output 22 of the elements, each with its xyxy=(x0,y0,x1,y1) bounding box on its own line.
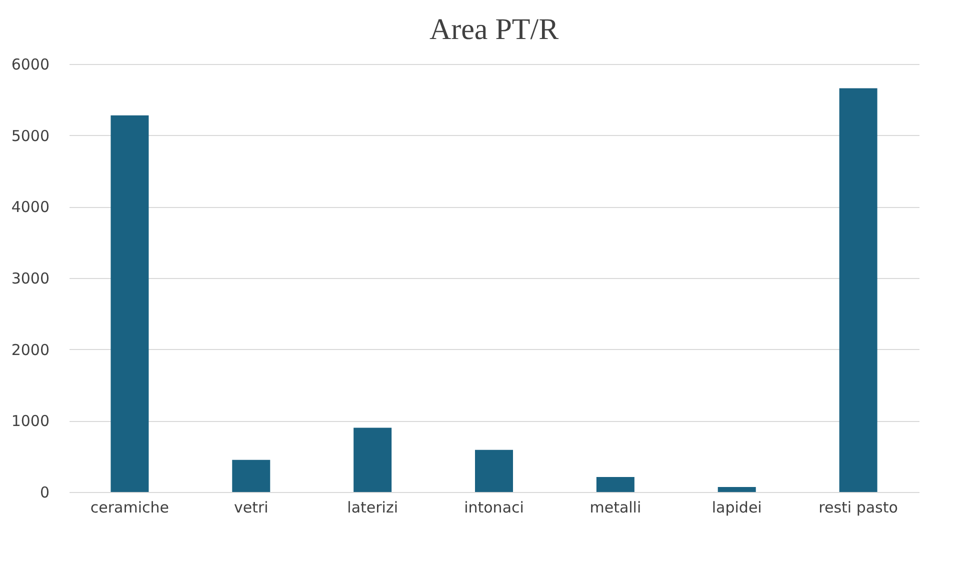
x-tick-label: vetri xyxy=(234,498,268,516)
x-tick-label: ceramiche xyxy=(90,498,170,516)
bar xyxy=(232,460,270,492)
y-tick-label: 3000 xyxy=(11,270,50,288)
x-tick-label: metalli xyxy=(590,498,642,516)
bar xyxy=(354,428,392,492)
bar xyxy=(596,477,634,492)
y-tick-label: 2000 xyxy=(11,340,50,359)
y-tick-label: 5000 xyxy=(11,126,50,145)
y-tick-label: 6000 xyxy=(11,56,50,74)
x-tick-label: intonaci xyxy=(464,498,524,516)
bar xyxy=(475,450,513,492)
bar xyxy=(110,115,149,492)
x-tick-label: laterizi xyxy=(347,498,398,516)
x-tick-label: resti pasto xyxy=(818,498,898,516)
y-tick-label: 1000 xyxy=(11,412,50,430)
x-tick-label: lapidei xyxy=(712,498,762,516)
y-tick-label: 0 xyxy=(40,484,50,502)
bar xyxy=(839,88,878,492)
bar xyxy=(718,487,756,492)
chart-title: Area PT/R xyxy=(429,13,559,46)
y-tick-label: 4000 xyxy=(11,198,50,216)
